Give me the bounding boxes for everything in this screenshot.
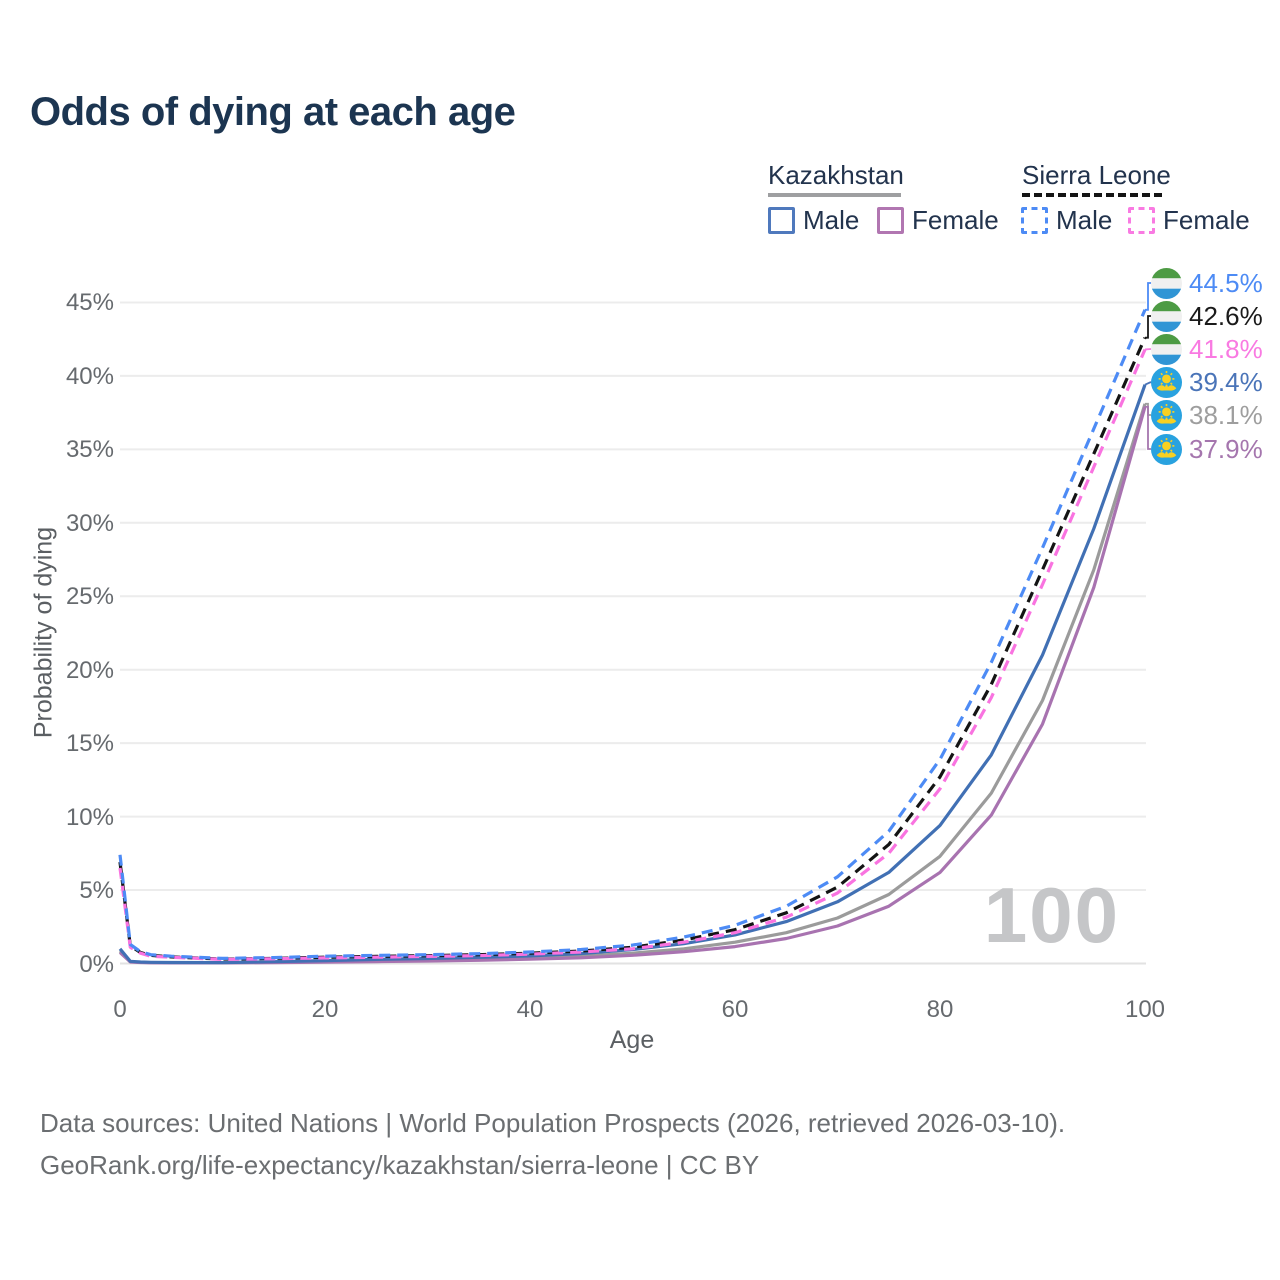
series-line-sierra-leone-female xyxy=(118,348,1147,961)
x-tick-label: 80 xyxy=(926,996,954,1023)
end-label-value: 44.5% xyxy=(1189,267,1263,298)
end-label-row-kazakhstan: 39.4% xyxy=(1151,366,1263,398)
end-label-leader-line xyxy=(1145,282,1151,311)
x-tick-label: 40 xyxy=(516,996,544,1023)
end-label-value: 37.9% xyxy=(1189,433,1263,464)
kazakhstan-solid-line-swatch xyxy=(768,193,901,197)
y-axis-title: Probability of dying xyxy=(29,526,58,739)
y-tick-label: 40% xyxy=(65,362,114,390)
legend-item-sierra-leone-female[interactable]: Female xyxy=(1128,205,1250,236)
y-tick-label: 20% xyxy=(65,656,114,684)
x-tick-label: 100 xyxy=(1124,996,1166,1023)
series-line-sierra-leone-total xyxy=(118,337,1147,961)
end-label-value: 39.4% xyxy=(1189,366,1263,397)
series-line-kazakhstan-male xyxy=(118,384,1147,965)
y-tick-label: 0% xyxy=(79,950,114,978)
legend-group-sierra-leone-title: Sierra Leone xyxy=(1022,160,1171,190)
sierra-leone-flag-icon xyxy=(1151,333,1182,365)
footer-attribution-link: GeoRank.org/life-expectancy/kazakhstan/s… xyxy=(40,1150,760,1180)
end-label-row-kazakhstan: 37.9% xyxy=(1151,433,1263,465)
y-tick-label: 45% xyxy=(65,289,114,317)
sierra-leone-male-checkbox[interactable] xyxy=(1021,207,1048,234)
legend-item-sierra-leone-male[interactable]: Male xyxy=(1021,205,1112,236)
y-tick-label: 10% xyxy=(65,803,114,831)
end-label-row-sierra-leone: 42.6% xyxy=(1151,300,1263,332)
kazakhstan-flag-icon xyxy=(1151,433,1182,465)
kazakhstan-flag-icon xyxy=(1151,399,1182,431)
x-tick-label: 20 xyxy=(311,996,339,1023)
end-label-value: 38.1% xyxy=(1189,399,1263,430)
y-tick-label: 35% xyxy=(65,436,114,464)
legend-label: Male xyxy=(1056,205,1113,235)
end-label-leader-line xyxy=(1144,381,1152,386)
y-tick-label: 30% xyxy=(65,509,114,537)
legend-item-kazakhstan-male[interactable]: Male xyxy=(768,205,859,236)
legend-item-kazakhstan-female[interactable]: Female xyxy=(877,205,999,236)
end-label-value: 41.8% xyxy=(1189,333,1263,364)
kazakhstan-female-checkbox[interactable] xyxy=(877,207,904,234)
end-label-value: 42.6% xyxy=(1189,300,1263,331)
sierra-leone-dashed-line-swatch xyxy=(1022,193,1162,197)
x-tick-label: 0 xyxy=(113,996,127,1023)
y-tick-label: 25% xyxy=(65,583,114,611)
kazakhstan-flag-icon xyxy=(1151,366,1182,398)
legend-label: Female xyxy=(912,205,999,235)
footer-data-sources: Data sources: United Nations | World Pop… xyxy=(40,1108,1066,1138)
age-counter-watermark: 100 xyxy=(983,871,1120,959)
legend-group-kazakhstan-title: Kazakhstan xyxy=(768,160,904,190)
legend-label: Female xyxy=(1163,205,1250,235)
sierra-leone-flag-icon xyxy=(1151,300,1182,332)
page-title: Odds of dying at each age xyxy=(30,90,516,134)
legend-label: Male xyxy=(803,205,860,235)
end-label-row-sierra-leone: 44.5% xyxy=(1151,267,1263,299)
sierra-leone-female-checkbox[interactable] xyxy=(1128,207,1155,234)
y-tick-label: 5% xyxy=(79,877,114,905)
series-line-sierra-leone-male xyxy=(118,309,1147,960)
end-label-leader-line xyxy=(1145,405,1151,450)
end-label-leader-line xyxy=(1145,315,1151,339)
x-axis-title: Age xyxy=(609,1026,655,1054)
x-tick-label: 60 xyxy=(721,996,749,1023)
kazakhstan-male-checkbox[interactable] xyxy=(768,207,795,234)
sierra-leone-flag-icon xyxy=(1151,267,1182,299)
end-label-row-sierra-leone: 41.8% xyxy=(1151,333,1263,365)
end-label-row-kazakhstan: 38.1% xyxy=(1151,399,1263,431)
y-tick-label: 15% xyxy=(65,730,114,758)
